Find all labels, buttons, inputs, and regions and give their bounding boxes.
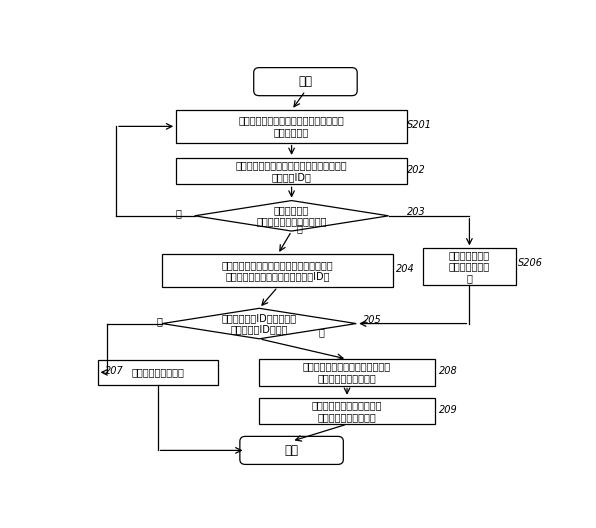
Text: 将指纹匹配结果
写入标志位分区
中: 将指纹匹配结果 写入标志位分区 中 <box>449 250 490 283</box>
Polygon shape <box>194 201 389 231</box>
Text: 对手机进行开锁操作: 对手机进行开锁操作 <box>131 367 184 378</box>
Text: 是: 是 <box>297 223 303 233</box>
Text: 释放所述当前终端模式的资源，加
载目标终端模式的资源: 释放所述当前终端模式的资源，加 载目标终端模式的资源 <box>303 362 391 383</box>
Bar <box>423 248 516 285</box>
Text: 根据待测指纹图像、预存指纹模板与终端模
式的映射关系，确定目标终端模式ID号: 根据待测指纹图像、预存指纹模板与终端模 式的映射关系，确定目标终端模式ID号 <box>222 260 334 281</box>
Bar <box>176 158 407 184</box>
Polygon shape <box>162 308 356 339</box>
Text: 在手机锁屏状态下，指纹传感器采集到的
待测指纹图像: 在手机锁屏状态下，指纹传感器采集到的 待测指纹图像 <box>239 116 344 137</box>
Text: 开始: 开始 <box>299 75 312 88</box>
Bar <box>98 360 218 384</box>
Text: 204: 204 <box>396 263 414 274</box>
Text: 208: 208 <box>439 366 458 376</box>
Text: 当前手机模式ID号是否与目
标手机模式ID号相同: 当前手机模式ID号是否与目 标手机模式ID号相同 <box>222 313 297 334</box>
Bar <box>162 254 393 287</box>
FancyBboxPatch shape <box>254 68 357 96</box>
Bar <box>259 359 435 385</box>
Text: 结束: 结束 <box>285 444 299 457</box>
Text: 从内核的手机模式记录模块中重新确定当前
手机模式ID号: 从内核的手机模式记录模块中重新确定当前 手机模式ID号 <box>236 161 347 182</box>
Text: 否: 否 <box>175 208 181 218</box>
Text: 否: 否 <box>319 327 325 337</box>
FancyBboxPatch shape <box>240 436 343 465</box>
Text: 是: 是 <box>157 316 163 326</box>
Text: 207: 207 <box>104 366 123 376</box>
Text: S206: S206 <box>518 258 543 268</box>
Text: 202: 202 <box>407 165 426 175</box>
Text: S201: S201 <box>407 120 432 130</box>
Text: 待测指纹图像
是否与预存指纹模板相匹配: 待测指纹图像 是否与预存指纹模板相匹配 <box>256 205 327 227</box>
Bar <box>176 110 407 143</box>
Text: 209: 209 <box>439 405 458 415</box>
Text: 手机模式切换到目标模式后
，对手机进行解锁操作: 手机模式切换到目标模式后 ，对手机进行解锁操作 <box>312 400 382 422</box>
Bar <box>259 398 435 424</box>
Text: 203: 203 <box>407 207 426 217</box>
Text: 205: 205 <box>363 315 382 325</box>
